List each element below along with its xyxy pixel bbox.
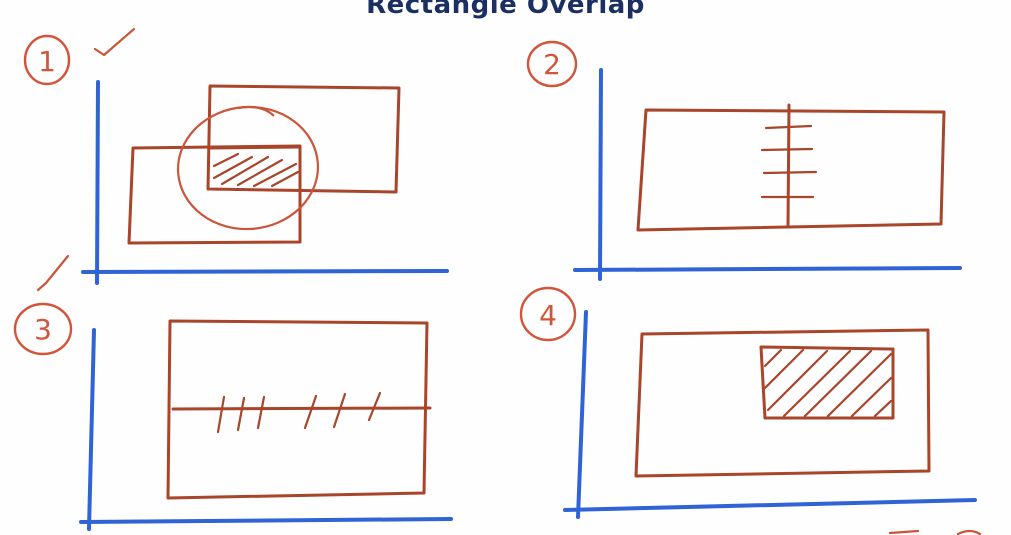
panel-4-number: 4 xyxy=(539,299,557,332)
panel-2-edge-ticks xyxy=(760,124,818,199)
panel-2-y-axis xyxy=(598,68,603,281)
panel-1-overlap-edge xyxy=(208,145,302,150)
panel-3-x-axis xyxy=(79,517,453,524)
panel-1-number: 1 xyxy=(38,45,56,78)
panel-3-number: 3 xyxy=(34,313,52,346)
panel-4-number-circle xyxy=(519,286,577,342)
panel-3-rectangle-a xyxy=(166,319,429,500)
panel-4: 4 xyxy=(519,286,977,519)
panel-3-y-axis xyxy=(87,328,96,531)
panel-4-y-axis xyxy=(576,310,588,519)
panel-3-number-circle xyxy=(13,302,73,356)
panel-3: 3 xyxy=(13,302,453,531)
panel-2-number: 2 xyxy=(543,48,561,81)
panel-3-edge-ticks xyxy=(216,391,382,434)
panel-2-number-circle xyxy=(526,40,578,88)
panel-1-circle-overstroke xyxy=(237,105,275,117)
panel-2-x-axis xyxy=(573,266,962,272)
stray-mark xyxy=(956,529,982,535)
panel-1-x-axis xyxy=(81,269,449,274)
stray-mark xyxy=(888,529,920,535)
panel-1-rectangle-b xyxy=(127,144,302,245)
panel-4-outer-rectangle xyxy=(634,328,931,478)
panel-2: 2 xyxy=(526,40,962,281)
panel-4-x-axis xyxy=(563,498,977,512)
panel-1-number-circle xyxy=(23,34,71,86)
panel-2-shared-edge xyxy=(786,103,791,229)
panel-4-inner-rectangle xyxy=(759,345,895,420)
panel-1: 1 xyxy=(23,27,449,292)
panel-3-shared-edge xyxy=(171,406,432,411)
checkmark-icon xyxy=(93,27,136,57)
page-title: Rectangle Overlap xyxy=(366,0,645,20)
panel-1-y-axis xyxy=(95,80,100,285)
panel-2-rectangle-a xyxy=(636,108,946,232)
checkmark-icon xyxy=(36,254,70,292)
panel-4-inner-hatch xyxy=(763,348,893,418)
panel-1-overlap-hatch xyxy=(212,152,300,188)
panel-1-rectangle-a xyxy=(206,84,401,194)
